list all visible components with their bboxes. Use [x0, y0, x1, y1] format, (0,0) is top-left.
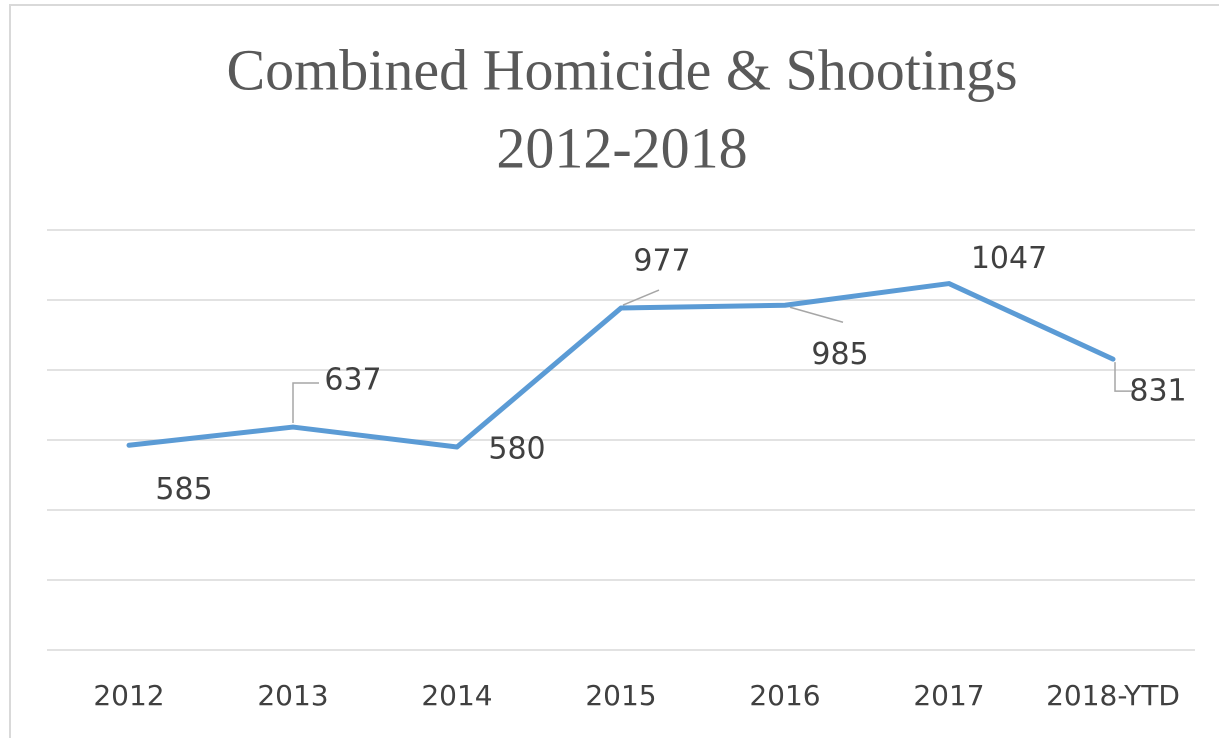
data-label: 580 [488, 432, 545, 467]
x-tick-label: 2014 [421, 679, 492, 712]
x-tick-label: 2012 [93, 679, 164, 712]
series-line [126, 281, 1116, 450]
leader-line [292, 382, 319, 424]
x-tick-label: 2015 [585, 679, 656, 712]
data-label: 637 [324, 363, 381, 398]
data-label: 831 [1129, 374, 1186, 409]
chart-subtitle: 2012-2018 [496, 115, 747, 180]
data-label: 1047 [971, 241, 1047, 276]
chart-frame [9, 4, 1219, 738]
data-label: 977 [633, 244, 690, 279]
x-tick-label: 2017 [913, 679, 984, 712]
leader-line [789, 306, 844, 323]
x-tick-label: 2018-YTD [1046, 679, 1180, 712]
chart-title: Combined Homicide & Shootings [226, 37, 1017, 102]
leader-line [622, 289, 660, 306]
leader-line [1114, 362, 1135, 392]
x-tick-label: 2016 [749, 679, 820, 712]
data-label: 585 [155, 472, 212, 507]
data-label: 985 [811, 337, 868, 372]
x-tick-label: 2013 [257, 679, 328, 712]
